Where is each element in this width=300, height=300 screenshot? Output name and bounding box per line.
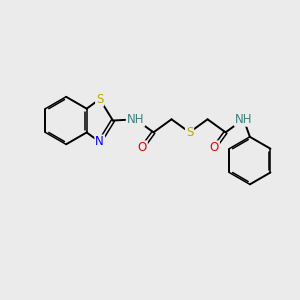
Text: O: O (210, 141, 219, 154)
Text: S: S (186, 126, 193, 139)
Text: N: N (95, 136, 104, 148)
Text: NH: NH (127, 113, 144, 126)
Text: NH: NH (235, 113, 252, 126)
Text: O: O (138, 141, 147, 154)
Text: S: S (96, 93, 103, 106)
